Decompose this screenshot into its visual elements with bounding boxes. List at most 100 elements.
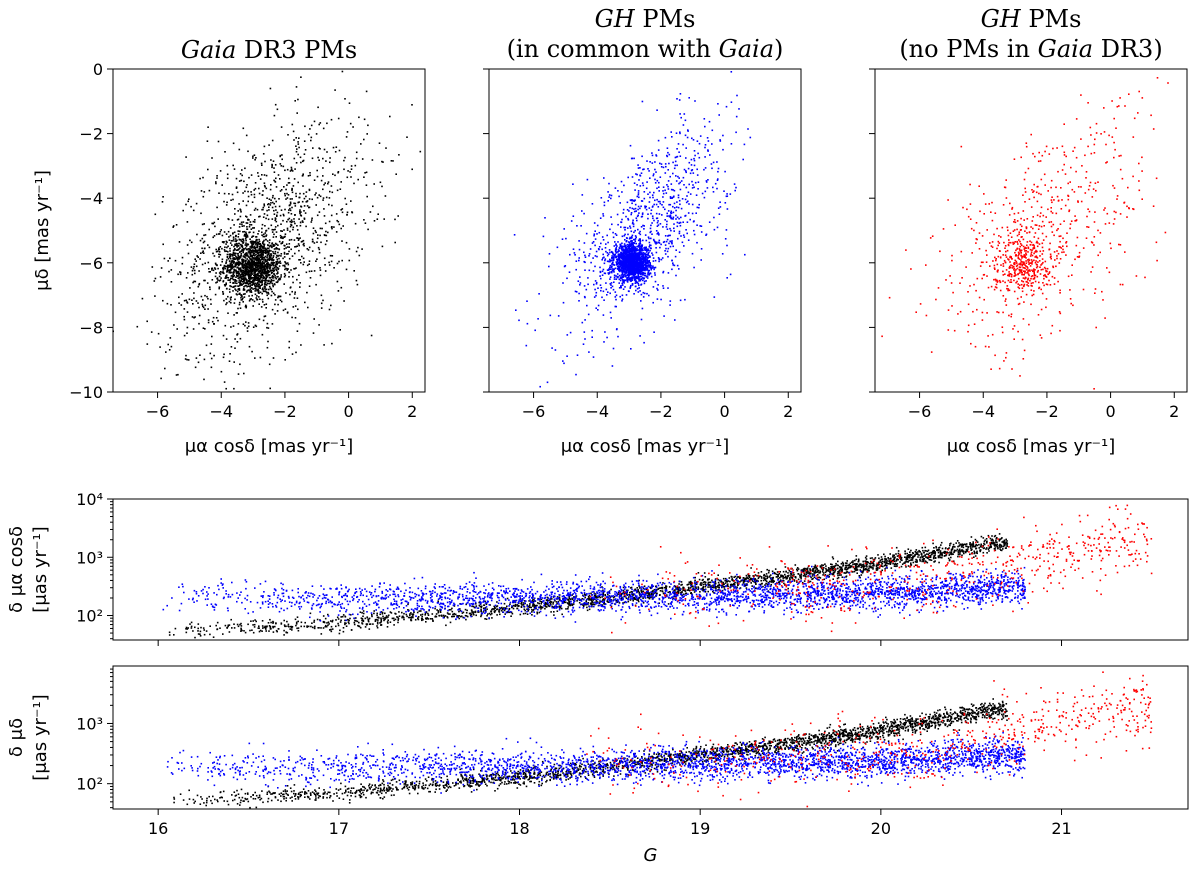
data-point (228, 300, 231, 303)
data-point (238, 238, 241, 241)
data-point (676, 221, 679, 224)
data-point (268, 254, 271, 257)
data-point (306, 248, 309, 250)
data-point (244, 167, 246, 170)
data-point (339, 188, 342, 190)
data-point (655, 154, 657, 156)
data-point (298, 238, 300, 240)
data-point (328, 203, 330, 206)
data-point (345, 241, 348, 244)
data-point (641, 255, 643, 257)
data-point (194, 316, 196, 318)
data-point (254, 272, 256, 274)
data-point (267, 297, 270, 300)
data-point (651, 252, 653, 254)
data-point (283, 248, 286, 250)
data-point (726, 193, 728, 195)
data-point (636, 184, 638, 186)
data-point (261, 298, 264, 301)
data-point (659, 246, 661, 249)
data-point (693, 157, 695, 160)
data-point (298, 259, 300, 261)
data-point (245, 304, 247, 307)
data-point (273, 245, 275, 247)
data-point (676, 98, 678, 100)
data-point (574, 254, 576, 256)
data-point (256, 261, 258, 264)
data-point (255, 259, 257, 261)
data-point (302, 239, 305, 242)
data-point (279, 234, 282, 237)
data-point (244, 324, 246, 327)
data-point (251, 236, 253, 238)
data-point (653, 239, 655, 242)
data-point (318, 211, 321, 213)
data-point (683, 184, 685, 186)
data-point (615, 275, 617, 277)
data-point (232, 257, 234, 259)
data-point (632, 265, 635, 267)
data-point (693, 150, 696, 152)
data-point (271, 228, 274, 231)
data-point (256, 246, 258, 248)
data-point (662, 186, 665, 188)
data-point (227, 258, 230, 260)
data-point (295, 195, 297, 198)
data-point (311, 217, 313, 220)
data-point (218, 256, 220, 258)
data-point (662, 285, 664, 287)
data-point (225, 250, 228, 252)
data-point (257, 280, 260, 282)
data-point (309, 174, 311, 177)
data-point (605, 282, 607, 284)
data-point (639, 245, 642, 247)
scatter-points (513, 71, 752, 388)
data-point (249, 275, 251, 277)
data-point (603, 201, 606, 204)
data-point (654, 168, 656, 171)
data-point (628, 272, 630, 275)
data-point (268, 270, 271, 273)
data-point (224, 246, 226, 248)
data-point (655, 247, 657, 249)
data-point (297, 98, 299, 101)
data-point (684, 134, 687, 137)
data-point (311, 250, 314, 252)
data-point (327, 181, 330, 183)
data-point (602, 257, 604, 259)
data-point (267, 258, 269, 261)
data-point (254, 357, 256, 359)
data-point (615, 278, 618, 280)
data-point (636, 173, 638, 176)
data-point (643, 274, 646, 277)
data-point (698, 206, 700, 209)
data-point (604, 259, 606, 262)
data-point (587, 283, 589, 286)
data-point (643, 282, 646, 285)
data-point (249, 270, 251, 273)
data-point (240, 277, 243, 280)
data-point (253, 241, 256, 243)
data-point (251, 294, 253, 297)
data-point (239, 283, 241, 286)
data-point (716, 161, 718, 163)
data-point (238, 301, 241, 304)
data-point (637, 275, 640, 277)
data-point (642, 224, 644, 227)
data-point (620, 253, 623, 255)
data-point (258, 249, 260, 251)
data-point (213, 255, 216, 257)
data-point (713, 296, 716, 298)
data-point (603, 177, 605, 179)
data-point (683, 245, 685, 247)
data-point (593, 234, 595, 237)
data-point (211, 320, 214, 323)
data-point (330, 185, 333, 187)
data-point (328, 261, 330, 264)
data-point (633, 208, 635, 210)
data-point (170, 345, 173, 348)
data-point (203, 223, 205, 225)
data-point (323, 234, 326, 236)
data-point (267, 218, 270, 221)
data-point (628, 210, 630, 212)
